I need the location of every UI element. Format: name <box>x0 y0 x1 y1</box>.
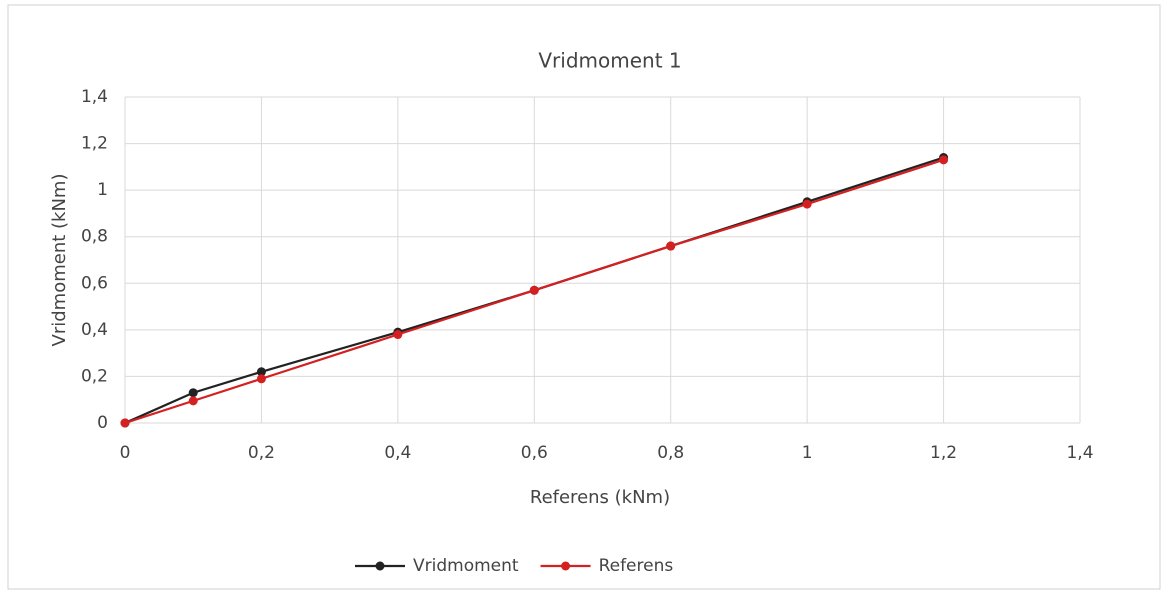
series-line <box>124 156 944 425</box>
y-axis-title: Vridmoment (kNm) <box>49 174 70 347</box>
data-point <box>256 374 266 384</box>
data-point <box>529 285 539 295</box>
legend-swatch-marker <box>375 561 385 571</box>
chart-title: Vridmoment 1 <box>538 49 681 73</box>
y-tick-label: 1,2 <box>81 134 108 154</box>
chart-frame <box>7 4 1161 590</box>
y-tick-label: 0,8 <box>81 227 108 247</box>
data-point <box>939 155 949 165</box>
data-point <box>188 388 198 398</box>
y-tick-label: 0,2 <box>81 366 108 386</box>
y-tick-label: 0 <box>97 413 108 433</box>
x-tick-label: 1,4 <box>1066 443 1093 463</box>
data-point <box>188 396 198 406</box>
data-point <box>666 241 676 251</box>
x-tick-label: 0,8 <box>657 443 684 463</box>
data-point <box>120 418 130 428</box>
data-point <box>256 367 266 377</box>
y-tick-label: 0,6 <box>81 273 108 293</box>
legend-label: Vridmoment <box>413 556 519 576</box>
x-tick-label: 0 <box>120 443 131 463</box>
x-axis-title: Referens (kNm) <box>530 487 670 508</box>
y-tick-label: 1 <box>97 180 108 200</box>
x-tick-label: 0,2 <box>248 443 275 463</box>
x-tick-label: 0,6 <box>521 443 548 463</box>
legend-swatch-marker <box>561 561 571 571</box>
y-tick-label: 0,4 <box>81 320 108 340</box>
x-tick-label: 1,2 <box>930 443 957 463</box>
series-line <box>124 158 944 425</box>
x-tick-label: 0,4 <box>384 443 411 463</box>
legend-label: Referens <box>599 556 674 576</box>
y-tick-label: 1,4 <box>81 87 108 107</box>
data-point <box>393 330 403 340</box>
x-tick-label: 1 <box>802 443 813 463</box>
data-point <box>802 199 812 209</box>
